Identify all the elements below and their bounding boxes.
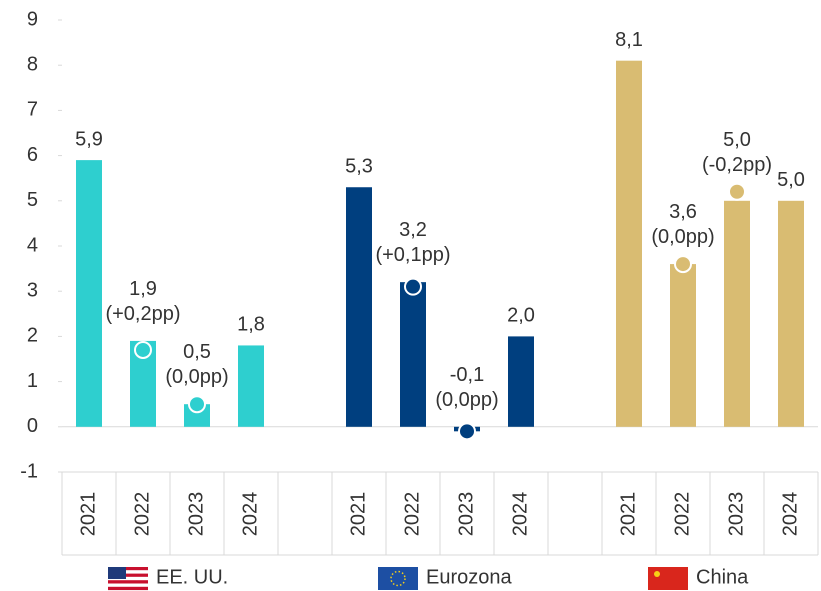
bar <box>724 200 750 427</box>
bar <box>76 160 102 427</box>
value-label: 1,8 <box>237 314 265 336</box>
flag-stripe <box>108 567 148 571</box>
value-label: 8,1 <box>615 29 643 51</box>
flag-stripe <box>108 576 148 581</box>
value-label: 5,3 <box>345 156 373 178</box>
value-label: 5,0 <box>777 169 805 191</box>
flag-stripe <box>108 580 148 584</box>
x-tick-label: 2024 <box>239 492 261 537</box>
marker <box>728 182 746 201</box>
legend-label: EE. UU. <box>156 566 228 588</box>
y-tick-label: 0 <box>27 415 38 437</box>
flag <box>648 567 688 590</box>
flag <box>378 567 418 590</box>
x-tick-label: 2024 <box>779 492 801 537</box>
x-tick-label: 2022 <box>671 492 693 537</box>
y-tick-label: 8 <box>27 53 38 75</box>
value-label: 5,0 (-0,2pp) <box>702 129 772 176</box>
flag-field <box>648 567 688 590</box>
flag-stars <box>390 570 406 587</box>
marker <box>458 422 476 441</box>
flag-field <box>378 567 418 590</box>
y-tick-label: 4 <box>27 234 38 256</box>
x-tick-label: 2023 <box>725 492 747 537</box>
value-label: -0,1 (0,0pp) <box>435 364 498 411</box>
flag <box>108 567 148 591</box>
value-label: 0,5 (0,0pp) <box>165 341 228 388</box>
marker <box>404 277 422 296</box>
bar <box>616 60 642 427</box>
marker <box>188 395 206 414</box>
x-tick-label: 2024 <box>509 492 531 537</box>
legend-label: China <box>696 566 749 588</box>
flag-stripe <box>108 586 148 591</box>
flag-canton <box>108 567 126 579</box>
flag-stripe <box>108 570 148 574</box>
flag-stripe <box>108 573 148 577</box>
x-tick-label: 2021 <box>77 492 99 537</box>
bar <box>508 336 534 427</box>
y-tick-label: 2 <box>27 325 38 347</box>
x-tick-label: 2021 <box>617 492 639 537</box>
x-tick-label: 2022 <box>131 492 153 537</box>
x-tick-label: 2023 <box>185 492 207 537</box>
value-label: 2,0 <box>507 305 535 327</box>
x-tick-label: 2022 <box>401 492 423 537</box>
bar <box>670 264 696 427</box>
y-tick-label: 9 <box>27 8 38 30</box>
flag-star <box>654 571 660 577</box>
value-label: 3,6 (0,0pp) <box>651 201 714 248</box>
value-label: 3,2 (+0,1pp) <box>375 219 450 266</box>
y-tick-label: 1 <box>27 370 38 392</box>
marker <box>674 255 692 274</box>
bar <box>238 345 264 427</box>
y-tick-label: 7 <box>27 99 38 121</box>
flag-stripe <box>108 583 148 587</box>
x-tick-label: 2023 <box>455 492 477 537</box>
y-tick-label: 6 <box>27 144 38 166</box>
bar <box>400 282 426 427</box>
y-tick-label: 3 <box>27 279 38 301</box>
x-tick-label: 2021 <box>347 492 369 537</box>
bar <box>346 187 372 427</box>
value-label: 1,9 (+0,2pp) <box>105 278 180 325</box>
bar <box>778 200 804 427</box>
y-tick-label: -1 <box>20 460 38 482</box>
value-label: 5,9 <box>75 128 103 150</box>
y-tick-label: 5 <box>27 189 38 211</box>
legend-label: Eurozona <box>426 566 512 588</box>
marker <box>134 340 152 359</box>
